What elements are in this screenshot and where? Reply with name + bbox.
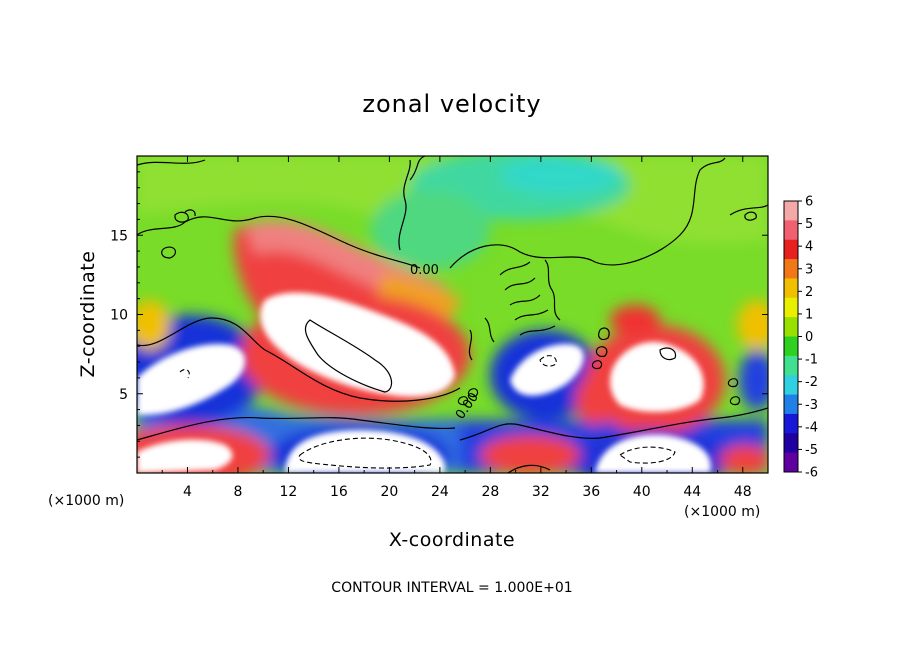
colorbar-swatch [784, 452, 798, 473]
y-tick-label: 5 [119, 387, 128, 403]
colorbar-swatch [784, 259, 798, 279]
colorbar-label: -1 [805, 353, 818, 368]
colorbar-swatch [784, 433, 798, 454]
colorbar-swatch [784, 239, 798, 260]
colorbar-label: 3 [805, 262, 813, 277]
colorbar-label: -3 [805, 398, 818, 413]
colorbar-label: -6 [805, 466, 818, 481]
x-axis-label: X-coordinate [389, 529, 515, 551]
colorbar-label: 0 [805, 330, 813, 345]
colorbar-label: 6 [805, 195, 813, 210]
y-tick-label: 15 [110, 228, 128, 244]
x-tick-label: 44 [683, 484, 701, 500]
x-tick-label: 36 [582, 484, 600, 500]
x-tick-label: 24 [431, 484, 449, 500]
y-tick-label: 10 [110, 308, 128, 324]
x-unit-label: (×1000 m) [684, 504, 760, 520]
colorbar-swatch [784, 278, 798, 299]
colorbar-swatch [784, 394, 798, 415]
y-unit-label: (×1000 m) [48, 493, 124, 509]
colorbar-swatch [784, 220, 798, 241]
contour-lines [137, 156, 768, 473]
x-tick-label: 28 [481, 484, 499, 500]
contour-interval-note: CONTOUR INTERVAL = 1.000E+01 [331, 580, 572, 596]
x-tick-label: 48 [734, 484, 752, 500]
colorbar-swatch [784, 336, 798, 357]
colorbar-label: -4 [805, 420, 818, 435]
colorbar-label: 2 [805, 285, 813, 300]
colorbar-swatch [784, 201, 798, 221]
x-axis: 4 8 12 16 20 24 28 32 36 40 44 48 [161, 156, 752, 500]
colorbar-label: 4 [805, 240, 813, 255]
x-tick-label: 40 [633, 484, 651, 500]
x-tick-label: 20 [380, 484, 398, 500]
x-tick-label: 8 [233, 484, 242, 500]
y-axis: 5 10 15 [110, 171, 768, 458]
colorbar-label: -5 [805, 443, 818, 458]
x-tick-label: 32 [532, 484, 550, 500]
colorbar-swatch [784, 413, 798, 434]
x-tick-label: 12 [280, 484, 298, 500]
colorbar-label: 1 [805, 307, 813, 322]
colorbar-swatch [784, 297, 798, 318]
colorbar-label: -2 [805, 375, 818, 390]
heatmap-field [137, 156, 768, 473]
colorbar-swatch [784, 317, 798, 337]
dashed-contours [179, 355, 676, 469]
contour-label-1: 0.00 [410, 263, 439, 278]
chart-title: zonal velocity [362, 90, 541, 118]
colorbar-label: 5 [805, 217, 813, 232]
y-axis-label: Z-coordinate [77, 251, 99, 378]
colorbar-swatch [784, 355, 798, 376]
colorbar: 6 5 4 3 2 1 0 -1 -2 -3 -4 -5 -6 [783, 195, 818, 481]
colorbar-swatch [784, 375, 798, 396]
x-tick-label: 4 [183, 484, 192, 500]
x-tick-label: 16 [330, 484, 348, 500]
